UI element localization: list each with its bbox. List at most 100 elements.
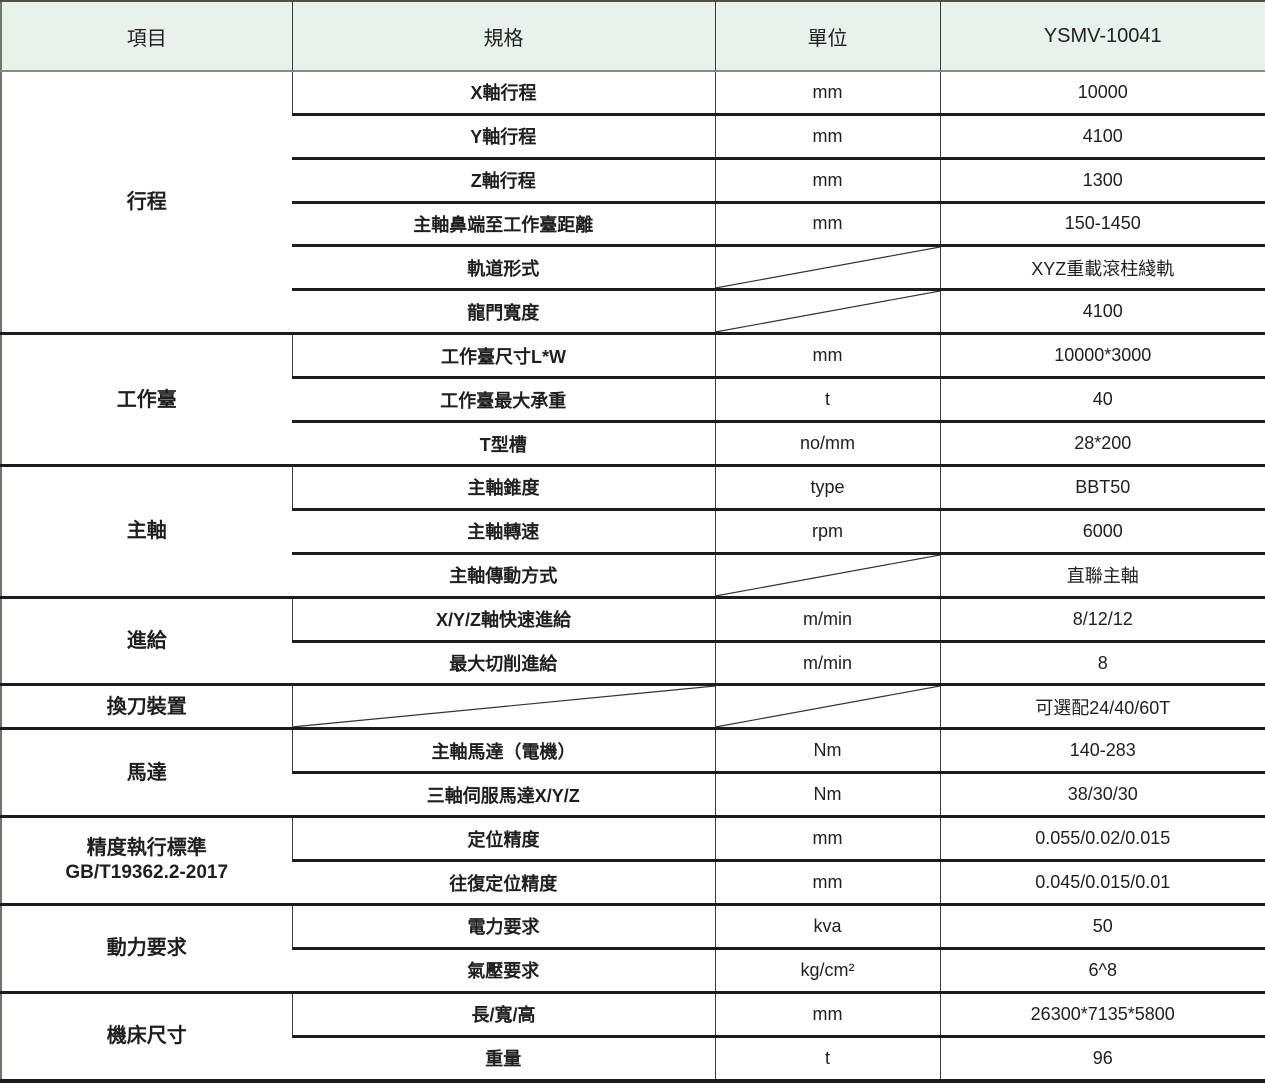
table-row: Z軸行程 mm 1300 xyxy=(1,156,1265,203)
unit-cell: mm xyxy=(714,200,940,246)
unit-cell: mm xyxy=(714,815,940,861)
unit-cell-text: rpm xyxy=(812,520,843,541)
value-cell-text: 40 xyxy=(1092,389,1113,410)
value-cell-text: 8/12/12 xyxy=(1072,608,1133,629)
value-cell: 40 xyxy=(939,376,1265,422)
table-row: 龍門寬度 4100 xyxy=(1,288,1265,334)
value-cell-text: 140-283 xyxy=(1069,740,1136,761)
spec-cell: 三軸伺服馬達X/Y/Z xyxy=(292,771,715,817)
spec-cell: 主軸傳動方式 xyxy=(292,551,715,598)
unit-cell: mm xyxy=(714,156,940,203)
diagonal-slash xyxy=(716,291,940,332)
value-cell: 0.045/0.015/0.01 xyxy=(939,859,1265,905)
item-group-cell: 動力要求 xyxy=(1,903,292,993)
diagonal-slash xyxy=(716,247,940,288)
unit-cell-text: mm xyxy=(812,828,843,849)
value-cell-text: 10000*3000 xyxy=(1054,345,1152,366)
spec-cell-text: Y軸行程 xyxy=(470,127,537,148)
item-group-label: 工作臺 xyxy=(116,388,177,411)
item-group-sublabel: GB/T19362.2-2017 xyxy=(65,862,229,884)
item-group-label: 行程 xyxy=(126,191,167,214)
spec-cell: 主軸馬達（電機） xyxy=(291,727,715,773)
value-cell-text: 38/30/30 xyxy=(1067,784,1138,805)
value-cell-text: 6000 xyxy=(1082,520,1123,541)
item-group-label: 主軸 xyxy=(126,520,167,543)
unit-cell: Nm xyxy=(714,727,940,773)
spec-cell xyxy=(291,683,715,729)
unit-cell-text: kva xyxy=(813,915,842,936)
spec-cell-text: 定位精度 xyxy=(467,829,540,850)
item-group-label: 進給 xyxy=(126,630,167,653)
unit-cell-text: mm xyxy=(812,169,843,190)
unit-cell: m/min xyxy=(714,639,940,685)
value-cell-text: 96 xyxy=(1092,1047,1113,1068)
value-cell: XYZ重載滾柱綫軌 xyxy=(939,244,1265,290)
unit-cell-text: mm xyxy=(812,125,843,146)
spec-cell: 定位精度 xyxy=(291,815,715,861)
spec-cell: 往復定位精度 xyxy=(292,859,715,905)
unit-cell-text: mm xyxy=(812,1003,843,1024)
spec-table-body: 行程 X軸行程 mm 10000 Y軸行程 mm 4100 Z軸行程 mm 1300 主軸鼻端至工作… xyxy=(1,71,1265,1081)
value-cell-text: 0.045/0.015/0.01 xyxy=(1035,872,1171,893)
unit-cell: rpm xyxy=(714,507,940,554)
spec-cell-text: X/Y/Z軸快速進給 xyxy=(435,610,571,631)
value-cell: 6000 xyxy=(939,507,1265,554)
value-cell: 6^8 xyxy=(939,946,1265,993)
item-group-cell: 精度執行標準 GB/T19362.2-2017 xyxy=(1,815,292,905)
diagonal-slash xyxy=(716,686,940,727)
spec-cell-text: 工作臺最大承重 xyxy=(440,390,567,411)
table-row: 軌道形式 XYZ重載滾柱綫軌 xyxy=(1,244,1265,290)
col-header-unit: 單位 xyxy=(714,1,940,72)
table-row: 精度執行標準 GB/T19362.2-2017 定位精度 mm 0.055/0.02/0… xyxy=(1,815,1265,905)
table-row: 主軸轉速 rpm 6000 xyxy=(1,507,1265,554)
unit-cell xyxy=(714,288,940,334)
unit-cell: mm xyxy=(714,859,940,905)
spec-cell-text: 電力要求 xyxy=(467,917,540,938)
unit-cell: no/mm xyxy=(714,420,940,466)
spec-cell-text: 三軸伺服馬達X/Y/Z xyxy=(426,785,580,806)
item-group-cell: 機床尺寸 xyxy=(1,990,292,1081)
value-cell: 50 xyxy=(939,903,1265,949)
spec-cell-text: 長/寬/高 xyxy=(471,1005,536,1026)
spec-cell: 主軸錐度 xyxy=(291,463,715,510)
unit-cell-text: mm xyxy=(812,81,843,102)
value-cell: 150-1450 xyxy=(939,200,1265,246)
unit-cell xyxy=(714,244,940,290)
spec-cell-text: 主軸轉速 xyxy=(467,522,540,543)
spec-cell-text: 氣壓要求 xyxy=(467,961,540,982)
spec-cell: 氣壓要求 xyxy=(292,946,715,993)
item-group-cell: 主軸 xyxy=(1,463,292,598)
item-group-cell: 進給 xyxy=(1,595,292,685)
table-row: 進給 X/Y/Z軸快速進給 m/min 8/12/12 xyxy=(1,595,1265,685)
table-row: 工作臺最大承重 t 40 xyxy=(1,376,1265,422)
spec-cell-text: 工作臺尺寸L*W xyxy=(441,346,566,367)
spec-cell: 龍門寬度 xyxy=(292,288,715,334)
value-cell: 直聯主軸 xyxy=(939,551,1265,598)
spec-cell: 工作臺最大承重 xyxy=(292,376,715,422)
spec-cell-text: 龍門寬度 xyxy=(467,302,540,323)
value-cell-text: 4100 xyxy=(1082,125,1123,146)
table-row: 動力要求 電力要求 kva 50 xyxy=(1,903,1265,993)
unit-cell-text: t xyxy=(824,389,830,410)
spec-cell-text: 最大切削進給 xyxy=(449,654,558,675)
value-cell: 1300 xyxy=(939,156,1265,203)
table-row: 主軸鼻端至工作臺距離 mm 150-1450 xyxy=(1,200,1265,246)
table-row: 工作臺 工作臺尺寸L*W mm 10000*3000 xyxy=(1,332,1265,466)
diagonal-slash xyxy=(293,686,715,727)
value-cell-text: 10000 xyxy=(1077,81,1128,102)
value-cell: 28*200 xyxy=(939,420,1265,466)
item-group-label: 精度執行標準 xyxy=(86,837,207,860)
value-cell-text: 26300*7135*5800 xyxy=(1030,1003,1175,1024)
value-cell: 10000*3000 xyxy=(939,332,1265,378)
value-cell: 4100 xyxy=(939,288,1265,334)
unit-cell-text: m/min xyxy=(803,652,852,673)
unit-cell: type xyxy=(714,463,940,510)
spec-cell-text: Z軸行程 xyxy=(470,171,536,192)
value-cell-text: 8 xyxy=(1097,652,1108,673)
spec-cell: 工作臺尺寸L*W xyxy=(291,332,715,378)
table-row: 重量 t 96 xyxy=(1,1034,1265,1081)
unit-cell-text: type xyxy=(810,476,845,497)
unit-cell: mm xyxy=(714,990,940,1037)
spec-cell-text: 主軸馬達（電機） xyxy=(431,741,576,762)
